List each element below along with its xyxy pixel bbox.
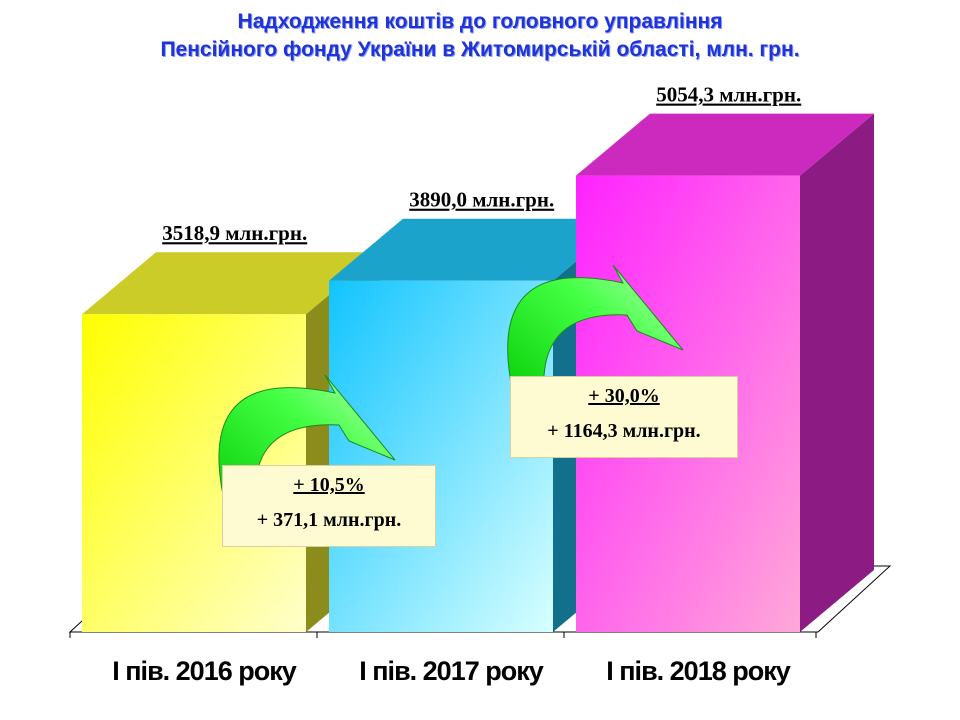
chart-title: Надходження коштів до головного управлін… xyxy=(237,10,723,33)
growth-note-2017: + 10,5% + 371,1 млн.грн. xyxy=(222,465,436,547)
category-label-3: І пів. 2018 року xyxy=(606,656,790,686)
chart-title-block: Надходження коштів до головного управлін… xyxy=(0,8,960,64)
growth-absolute-2017: + 371,1 млн.грн. xyxy=(256,509,402,531)
chart-subtitle: Пенсійного фонду України в Житомирській … xyxy=(160,38,800,61)
bar-top-1 xyxy=(82,252,380,315)
bar-top-3 xyxy=(576,113,874,176)
growth-percent-2017: + 10,5% xyxy=(293,474,365,496)
category-label-1: І пів. 2016 року xyxy=(112,656,296,686)
bar-side-3 xyxy=(800,113,874,633)
bar-top-2 xyxy=(329,218,627,281)
growth-arrow-2 xyxy=(507,264,684,421)
bar-3 xyxy=(576,113,874,633)
growth-percent-2018: + 30,0% xyxy=(588,385,660,407)
value-label-3: 5054,3 млн.грн. xyxy=(656,83,801,107)
value-label-2: 3890,0 млн.грн. xyxy=(409,188,554,212)
value-label-1: 3518,9 млн.грн. xyxy=(162,221,307,245)
growth-arrow-shape-2 xyxy=(507,264,684,421)
category-label-2: І пів. 2017 року xyxy=(359,656,543,686)
growth-absolute-2018: + 1164,3 млн.грн. xyxy=(547,420,701,442)
growth-note-2018: + 30,0% + 1164,3 млн.грн. xyxy=(510,376,738,458)
